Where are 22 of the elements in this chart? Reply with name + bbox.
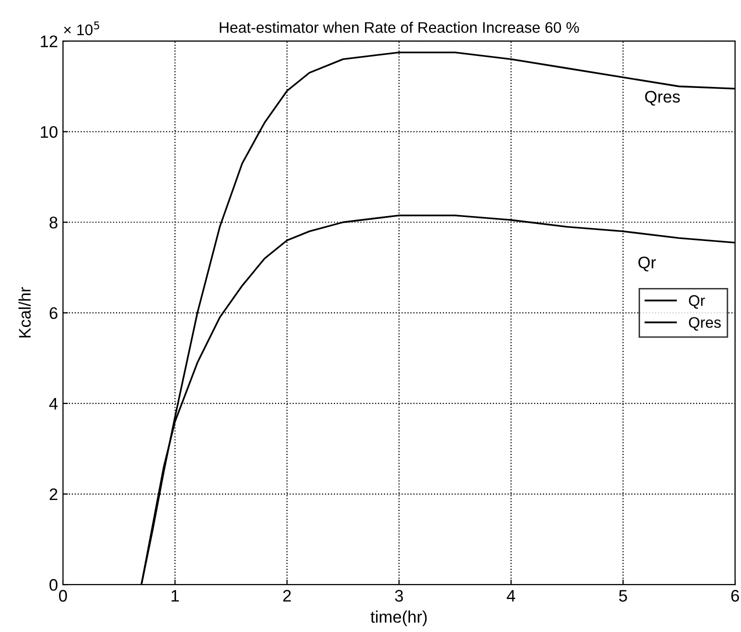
y-tick-label: 8 bbox=[50, 216, 58, 228]
y-tick-label: 2 bbox=[50, 488, 58, 500]
x-tick-label: 0 bbox=[59, 590, 67, 602]
annotation: Qres bbox=[645, 90, 680, 106]
y-tick-label: 6 bbox=[50, 307, 58, 320]
legend-label: Qr bbox=[688, 295, 705, 309]
y-tick-label: 0 bbox=[50, 579, 58, 591]
x-tick-label: 6 bbox=[731, 590, 739, 602]
annotation: Qr bbox=[638, 256, 656, 272]
chart-title: Heat-estimator when Rate of Reaction Increase 60 % bbox=[220, 22, 579, 33]
x-axis-title: time(hr) bbox=[370, 610, 427, 626]
x-tick-label: 5 bbox=[619, 590, 627, 602]
y-tick-label: 4 bbox=[49, 398, 58, 410]
x-tick-label: 2 bbox=[283, 590, 291, 602]
y-tick-label: 10 bbox=[40, 126, 58, 138]
y-axis-title: Kcal/hr bbox=[18, 287, 31, 338]
y-tick-label: 12 bbox=[40, 35, 58, 48]
text: × 10$^{5}$ bbox=[64, 21, 100, 36]
x-tick-label: 4 bbox=[506, 590, 516, 602]
legend-label: Qres bbox=[688, 317, 721, 331]
x-tick-label: 3 bbox=[395, 590, 403, 602]
x-tick-label: 1 bbox=[172, 590, 179, 602]
